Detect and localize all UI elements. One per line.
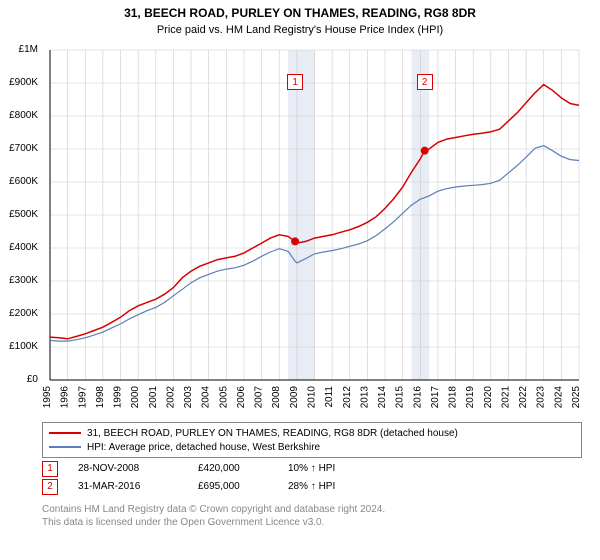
attribution-line: This data is licensed under the Open Gov… [42, 516, 385, 529]
legend-item: HPI: Average price, detached house, West… [49, 440, 575, 454]
x-tick-label: 2006 [236, 386, 247, 409]
x-tick-label: 1997 [77, 386, 88, 409]
chart-area: 1995 1996 1997 1998 1999 2000 2001 2002 2003 2004… [42, 44, 587, 414]
y-tick-label: £600K [2, 176, 38, 187]
annotation-date: 28-NOV-2008 [78, 461, 198, 477]
x-tick-label: 2018 [448, 386, 459, 409]
x-tick-label: 2004 [201, 386, 212, 409]
x-tick-label: 2011 [324, 386, 335, 408]
annotation-price: £695,000 [198, 479, 288, 495]
annotation-pct: 10% ↑ HPI [288, 461, 378, 477]
y-tick-label: £800K [2, 110, 38, 121]
x-tick-label: 2021 [500, 386, 511, 409]
x-tick-label: 2017 [430, 386, 441, 409]
x-tick-label: 2003 [183, 386, 194, 409]
legend: 31, BEECH ROAD, PURLEY ON THAMES, READIN… [42, 422, 582, 458]
attribution-line: Contains HM Land Registry data © Crown c… [42, 503, 385, 516]
x-tick-label: 1995 [42, 386, 53, 409]
y-tick-label: £200K [2, 308, 38, 319]
y-tick-label: £1M [2, 44, 38, 55]
x-tick-label: 2001 [148, 386, 159, 409]
annotation-date: 31-MAR-2016 [78, 479, 198, 495]
x-tick-label: 2015 [395, 386, 406, 409]
chart-marker-label: 2 [417, 74, 433, 90]
annotation-marker: 1 [42, 461, 58, 477]
chart-title: 31, BEECH ROAD, PURLEY ON THAMES, READIN… [0, 0, 600, 22]
x-tick-label: 2014 [377, 386, 388, 409]
y-tick-label: £900K [2, 77, 38, 88]
legend-label: HPI: Average price, detached house, West… [87, 442, 320, 453]
x-tick-label: 2013 [359, 386, 370, 409]
annotation-price: £420,000 [198, 461, 288, 477]
x-tick-label: 2005 [218, 386, 229, 409]
chart-subtitle: Price paid vs. HM Land Registry's House … [0, 22, 600, 37]
x-tick-label: 2002 [165, 386, 176, 409]
y-tick-label: £500K [2, 209, 38, 220]
legend-item: 31, BEECH ROAD, PURLEY ON THAMES, READIN… [49, 426, 575, 440]
annotation-pct: 28% ↑ HPI [288, 479, 378, 495]
x-tick-label: 2022 [518, 386, 529, 409]
x-tick-label: 2008 [271, 386, 282, 409]
x-tick-label: 1996 [60, 386, 71, 409]
y-tick-label: £700K [2, 143, 38, 154]
annotations: 1 28-NOV-2008 £420,000 10% ↑ HPI 2 31-MA… [42, 460, 378, 496]
attribution: Contains HM Land Registry data © Crown c… [42, 503, 385, 529]
x-tick-label: 2016 [412, 386, 423, 409]
y-tick-label: £0 [2, 374, 38, 385]
legend-swatch [49, 432, 81, 434]
x-tick-label: 2007 [254, 386, 265, 409]
legend-label: 31, BEECH ROAD, PURLEY ON THAMES, READIN… [87, 428, 458, 439]
x-tick-label: 2000 [130, 386, 141, 409]
annotation-marker: 2 [42, 479, 58, 495]
x-tick-label: 2023 [536, 386, 547, 409]
x-tick-label: 2019 [465, 386, 476, 409]
x-tick-label: 1998 [95, 386, 106, 409]
x-tick-label: 2025 [571, 386, 582, 409]
chart-marker-label: 1 [287, 74, 303, 90]
y-tick-label: £300K [2, 275, 38, 286]
y-tick-label: £100K [2, 341, 38, 352]
x-tick-label: 2024 [553, 386, 564, 409]
annotation-row: 1 28-NOV-2008 £420,000 10% ↑ HPI [42, 460, 378, 478]
annotation-row: 2 31-MAR-2016 £695,000 28% ↑ HPI [42, 478, 378, 496]
x-tick-label: 2012 [342, 386, 353, 409]
x-tick-label: 1999 [113, 386, 124, 409]
legend-swatch [49, 446, 81, 448]
x-tick-label: 2010 [307, 386, 318, 409]
y-tick-label: £400K [2, 242, 38, 253]
x-tick-label: 2020 [483, 386, 494, 409]
x-tick-label: 2009 [289, 386, 300, 409]
